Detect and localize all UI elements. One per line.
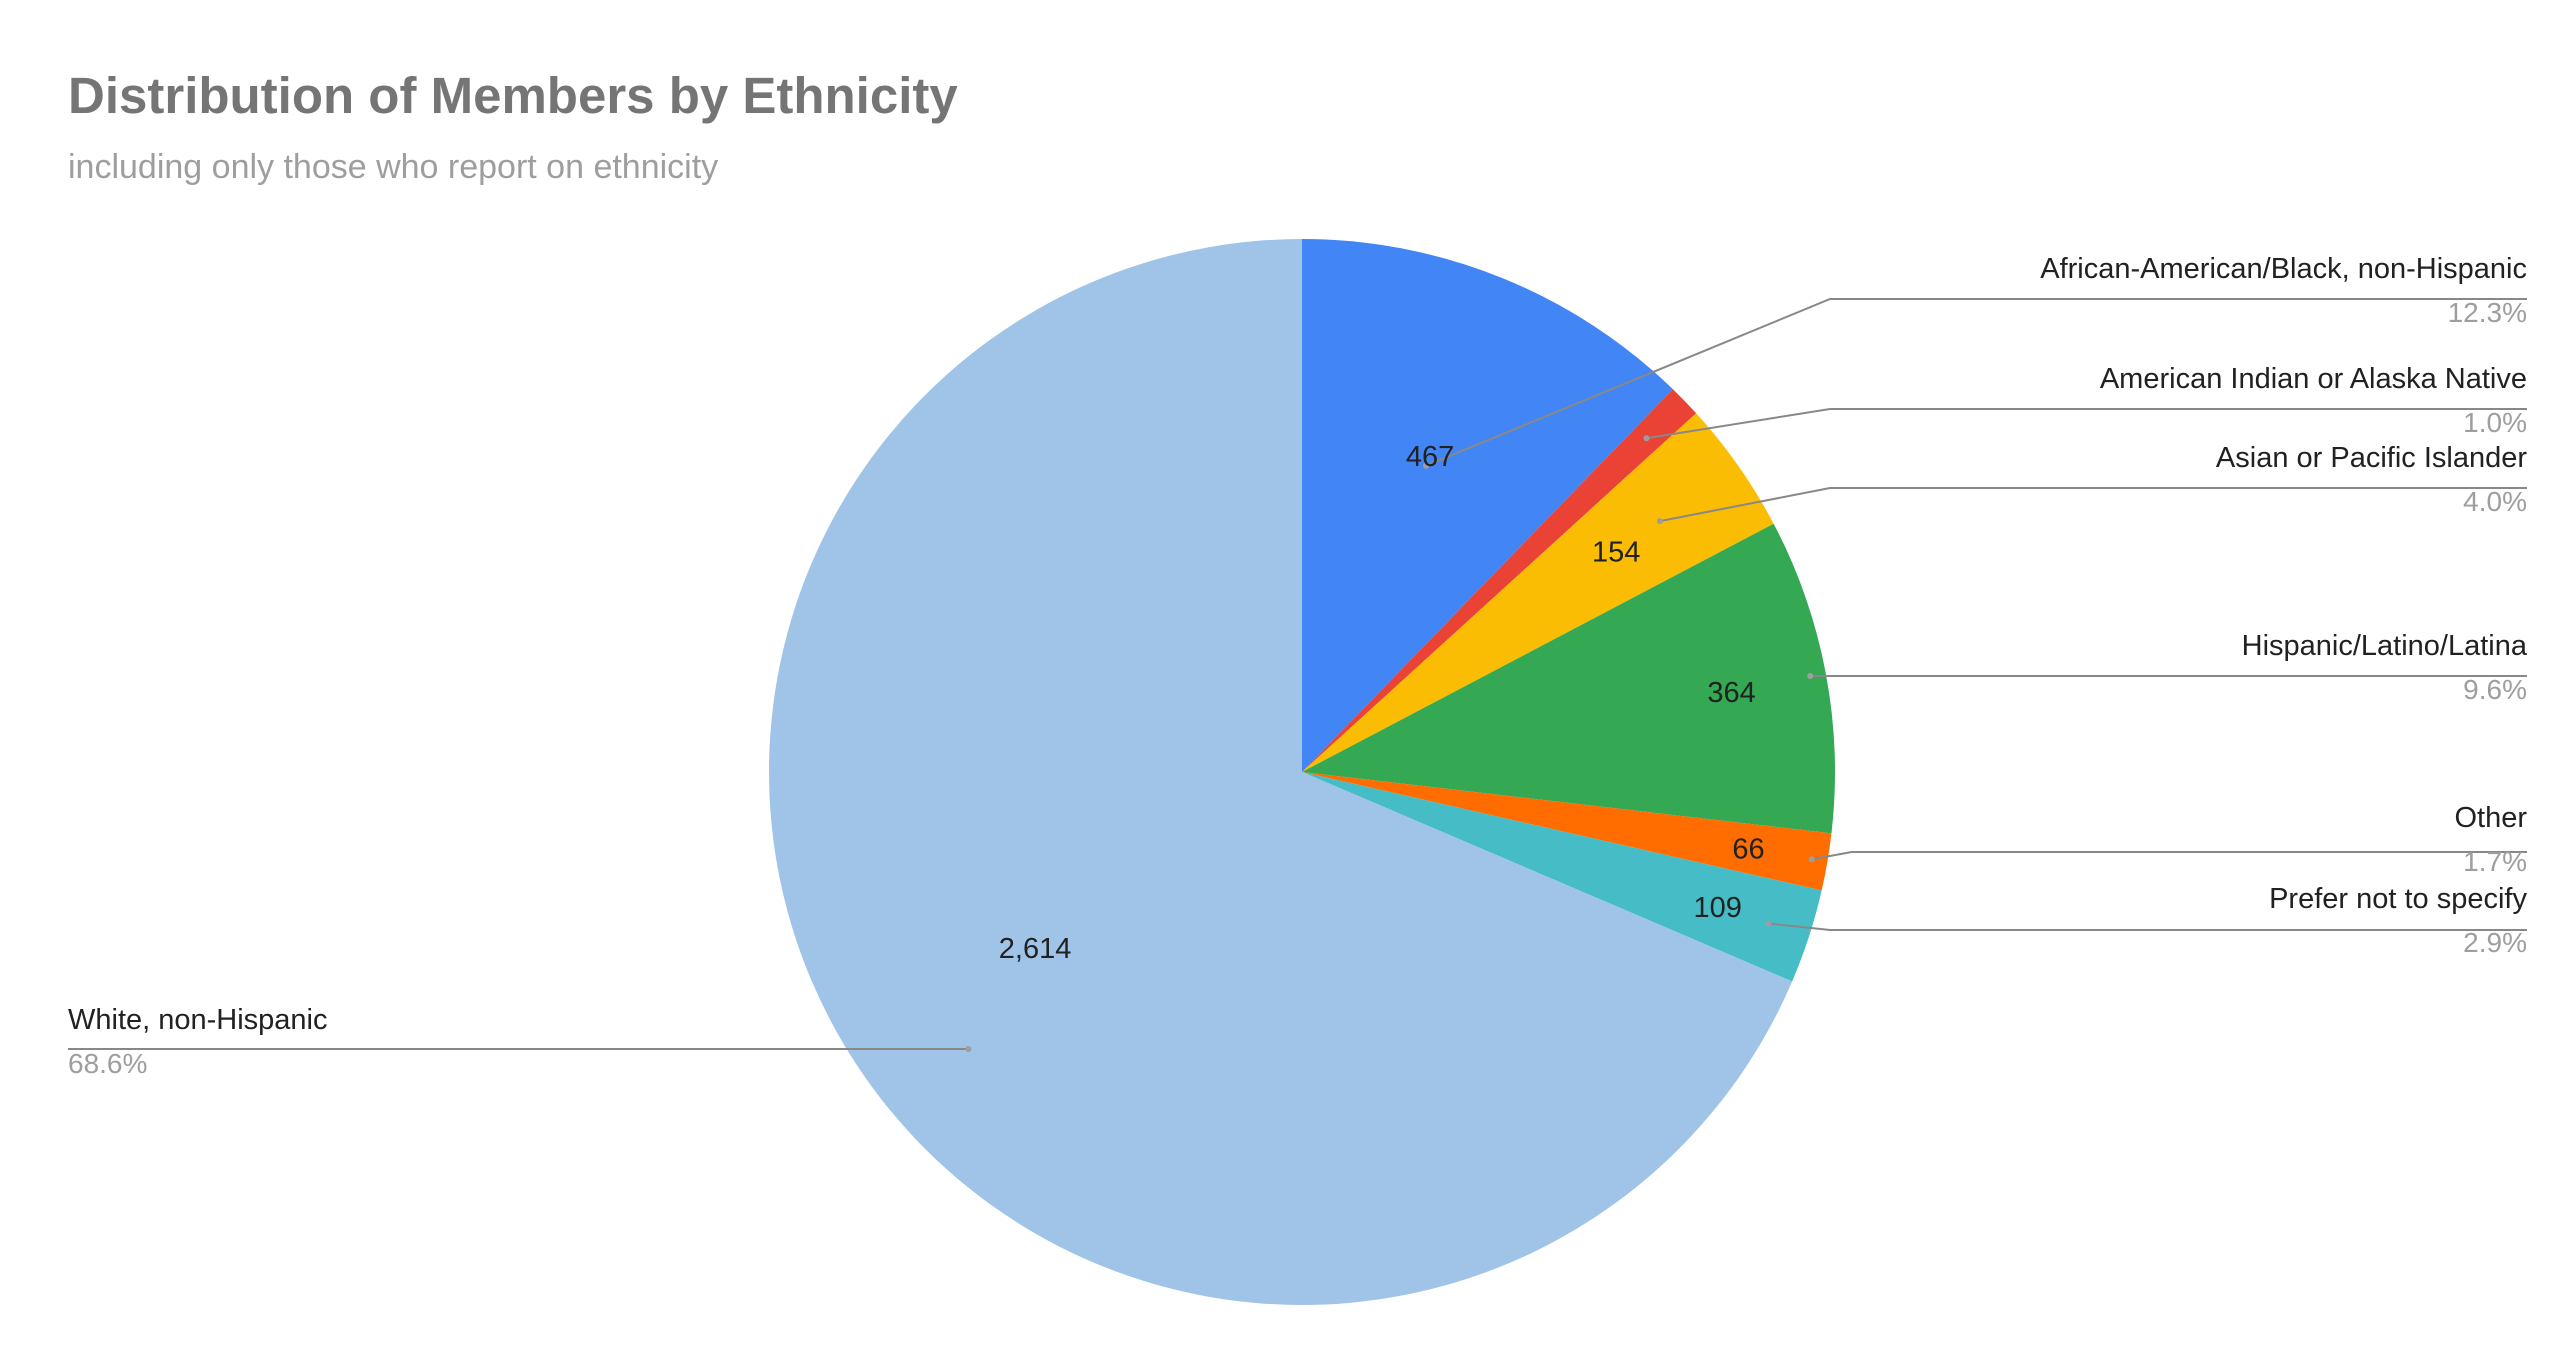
chart-subtitle: including only those who report on ethni…	[68, 148, 719, 186]
leader-line	[1768, 922, 2527, 931]
legend-label-prefer-not-to-specify: Prefer not to specify	[2269, 883, 2527, 915]
pie-slice-american-indian-or-alaska-native	[1302, 389, 1697, 772]
slice-value-label: 109	[1694, 892, 1742, 924]
slice-value-label: 2,614	[999, 933, 1072, 965]
legend-percent-hispanic-latino-latina: 9.6%	[2463, 674, 2527, 705]
leader-dot	[1765, 920, 1772, 927]
legend-percent-white-non-hispanic: 68.6%	[68, 1048, 147, 1079]
legend-label-other: Other	[2454, 802, 2527, 834]
pie-slice-asian-or-pacific-islander	[1302, 413, 1774, 772]
leader-line	[1425, 298, 2527, 467]
slice-value-label: 364	[1707, 677, 1755, 709]
slice-value-label: 467	[1406, 441, 1454, 473]
legend-percent-other: 1.7%	[2463, 846, 2527, 877]
legend-label-hispanic-latino-latina: Hispanic/Latino/Latina	[2242, 630, 2528, 662]
leader-dot	[1808, 856, 1815, 863]
chart-title: Distribution of Members by Ethnicity	[68, 67, 958, 124]
legend-percent-african-american-black-non-hispanic: 12.3%	[2448, 297, 2527, 328]
leader-dot	[1423, 462, 1430, 469]
leader-dot	[1656, 518, 1663, 525]
leader-line	[1659, 487, 2527, 523]
legend-percent-asian-or-pacific-islander: 4.0%	[2463, 486, 2527, 517]
legend-label-asian-or-pacific-islander: Asian or Pacific Islander	[2216, 442, 2527, 474]
pie-slice-hispanic-latino-latina	[1302, 523, 1836, 834]
leader-dot	[1807, 673, 1814, 679]
leader-dot	[965, 1046, 972, 1052]
slice-value-label: 154	[1592, 537, 1640, 569]
leader-line	[1646, 408, 2527, 440]
slice-value-label: 66	[1732, 834, 1764, 866]
leader-line	[1811, 851, 2527, 861]
legend-label-african-american-black-non-hispanic: African-American/Black, non-Hispanic	[2040, 253, 2527, 285]
pie-slice-other	[1302, 772, 1832, 891]
pie-slice-african-american-black-non-hispanic	[1302, 239, 1673, 772]
legend-percent-prefer-not-to-specify: 2.9%	[2463, 927, 2527, 958]
pie-slice-prefer-not-to-specify	[1302, 772, 1822, 982]
pie-slice-white-non-hispanic	[769, 239, 1793, 1305]
legend-label-white-non-hispanic: White, non-Hispanic	[68, 1004, 328, 1036]
legend-label-american-indian-or-alaska-native: American Indian or Alaska Native	[2100, 363, 2527, 395]
legend-percent-american-indian-or-alaska-native: 1.0%	[2463, 407, 2527, 438]
leader-dot	[1643, 435, 1650, 442]
